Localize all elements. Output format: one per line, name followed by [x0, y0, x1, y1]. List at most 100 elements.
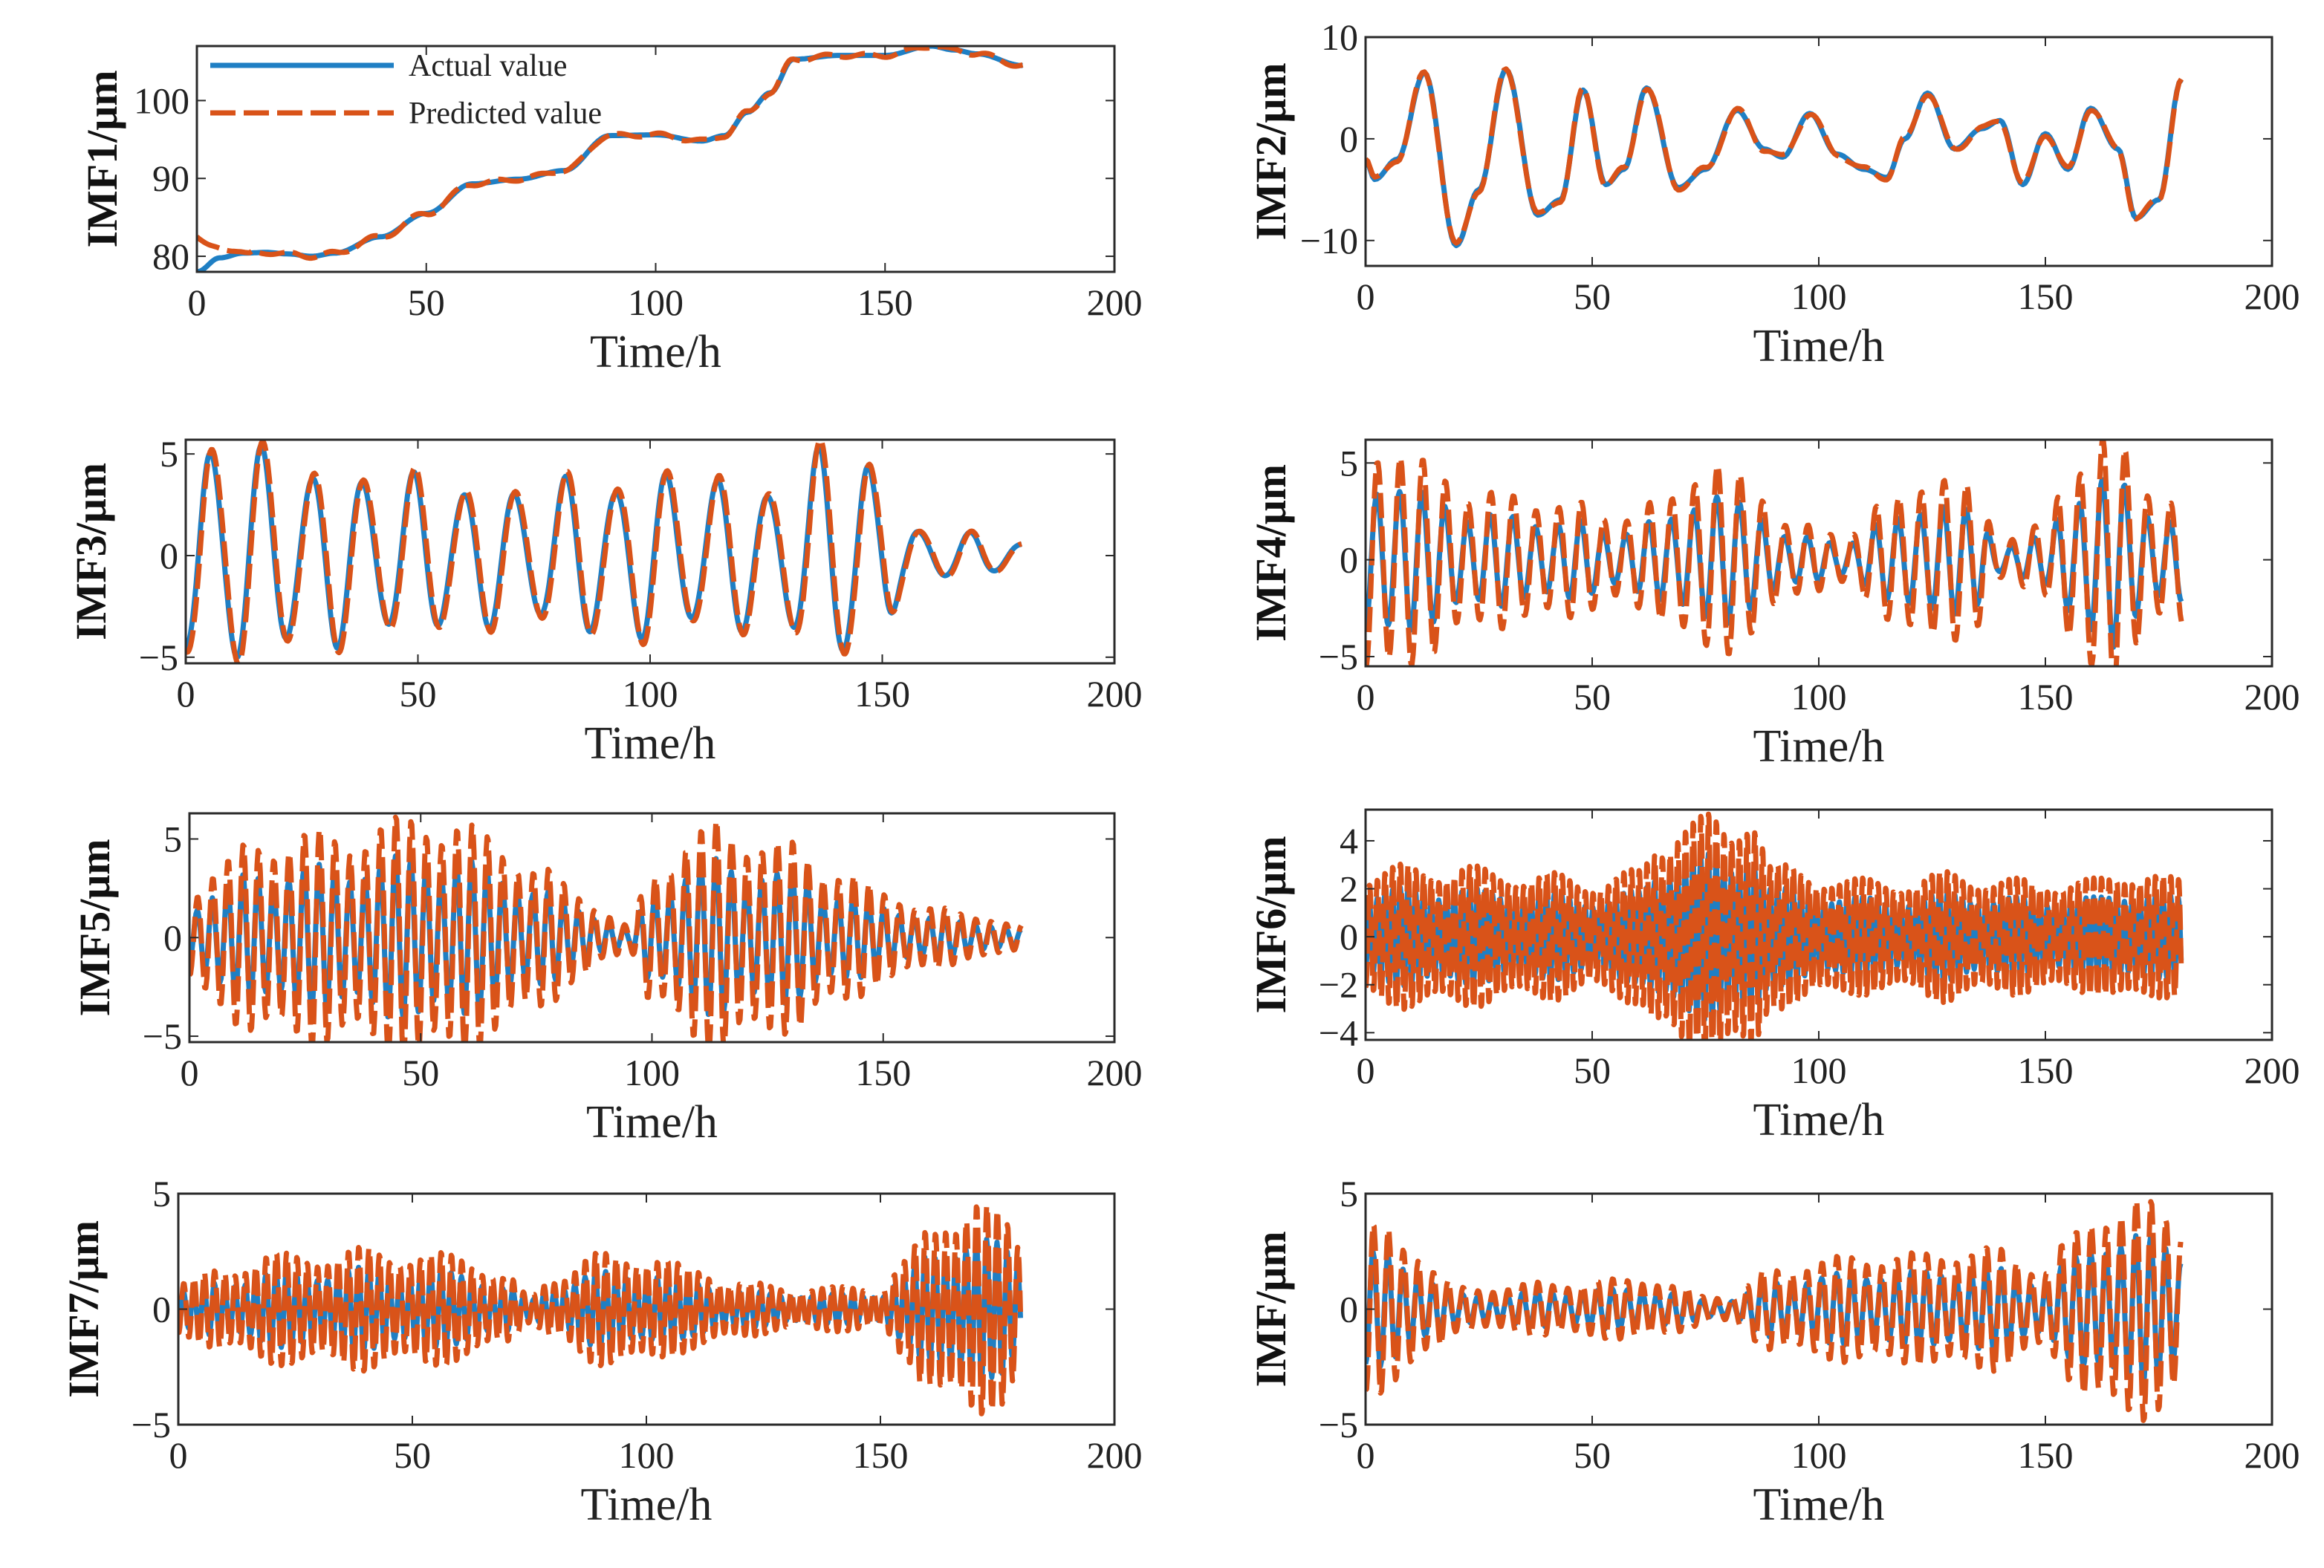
panel-imf-6: 0 50 100 150 200 −4 −2 0 2 4 Time/h IMF6/μm: [1247, 808, 2300, 1145]
actual-series-line: [197, 46, 1023, 272]
x-tick-label: 0: [188, 282, 207, 323]
x-tick-label: 100: [628, 282, 684, 323]
x-tick-label: 150: [2018, 276, 2074, 317]
x-tick-label: 100: [1791, 276, 1847, 317]
y-tick-label: 0: [1340, 539, 1358, 581]
predicted-series-line: [178, 1203, 1023, 1416]
y-tick-label: 4: [1340, 820, 1358, 862]
x-tick-label: 150: [857, 282, 913, 323]
x-tick-label: 0: [181, 1052, 199, 1093]
predicted-series-line: [197, 46, 1024, 261]
x-tick-label: 100: [1791, 1434, 1847, 1476]
x-tick-label: 150: [2018, 1050, 2074, 1091]
y-tick-label: −5: [1319, 636, 1358, 677]
x-tick-label: 100: [619, 1434, 675, 1476]
predicted-series-line: [186, 440, 1023, 663]
y-axis-label: IMF/μm: [1247, 1231, 1295, 1387]
y-tick-label: −5: [132, 1404, 171, 1445]
y-tick-label: 80: [152, 235, 189, 277]
y-tick-label: 0: [160, 535, 178, 576]
x-axis-label: Time/h: [1753, 721, 1885, 772]
y-tick-label: 0: [1340, 118, 1358, 160]
y-tick-label: 0: [1340, 916, 1358, 957]
y-tick-label: −2: [1319, 964, 1358, 1006]
predicted-series-line: [1366, 440, 2184, 666]
y-tick-label: 100: [134, 79, 189, 121]
y-tick-label: −4: [1319, 1012, 1358, 1053]
x-tick-label: 100: [624, 1052, 680, 1093]
x-axis-label: Time/h: [590, 327, 721, 377]
y-tick-label: −5: [143, 1015, 182, 1057]
legend-predicted-label: Predicted value: [409, 97, 602, 131]
legend: Actual value Predicted value: [210, 49, 602, 131]
x-axis-label: Time/h: [1753, 1480, 1885, 1530]
actual-series-line: [1366, 477, 2184, 650]
y-tick-label: 5: [160, 433, 178, 475]
y-tick-label: 5: [1340, 442, 1358, 484]
y-axis-label: IMF7/μm: [59, 1220, 108, 1398]
x-tick-label: 100: [623, 673, 678, 715]
x-tick-label: 50: [408, 282, 445, 323]
y-tick-label: 0: [152, 1289, 171, 1330]
y-tick-label: 5: [152, 1173, 171, 1214]
x-tick-label: 0: [1357, 676, 1375, 718]
x-tick-label: 200: [1087, 1434, 1143, 1476]
y-tick-label: −5: [1319, 1404, 1358, 1445]
plot-frame: [195, 45, 1116, 273]
y-tick-label: 90: [152, 157, 189, 199]
predicted-series-line: [1366, 811, 2184, 1040]
panel-imf-2: 0 50 100 150 200 −10 0 10 Time/h IMF2/μm: [1247, 16, 2300, 371]
y-tick-label: 2: [1340, 868, 1358, 910]
x-tick-label: 0: [177, 673, 195, 715]
x-tick-label: 0: [169, 1434, 188, 1476]
x-tick-label: 50: [1574, 276, 1611, 317]
x-tick-label: 200: [2245, 276, 2300, 317]
y-tick-label: 10: [1321, 16, 1358, 58]
y-tick-label: 5: [1340, 1173, 1358, 1214]
legend-actual-label: Actual value: [409, 49, 567, 83]
y-axis-label: IMF2/μm: [1247, 62, 1295, 240]
x-axis-label: Time/h: [585, 718, 716, 769]
x-tick-label: 50: [1574, 1050, 1611, 1091]
x-tick-label: 100: [1791, 1050, 1847, 1091]
x-tick-label: 200: [1087, 1052, 1143, 1093]
x-tick-label: 50: [400, 673, 437, 715]
x-tick-label: 50: [1574, 1434, 1611, 1476]
x-axis-label: Time/h: [581, 1480, 713, 1530]
x-tick-label: 200: [1087, 282, 1143, 323]
y-tick-label: 0: [1340, 1289, 1358, 1330]
x-tick-label: 0: [1357, 1050, 1375, 1091]
x-tick-label: 0: [1357, 276, 1375, 317]
x-tick-label: 200: [2245, 1050, 2300, 1091]
x-axis-label: Time/h: [1753, 1095, 1885, 1145]
predicted-series-line: [1366, 1198, 2184, 1423]
y-axis-label: IMF3/μm: [67, 463, 115, 640]
x-tick-label: 150: [2018, 676, 2074, 718]
predicted-series-line: [189, 814, 1024, 1042]
y-axis-label: IMF6/μm: [1247, 836, 1295, 1013]
x-tick-label: 200: [2245, 676, 2300, 718]
x-tick-label: 150: [2018, 1434, 2074, 1476]
y-tick-label: 5: [163, 819, 182, 860]
x-tick-label: 100: [1791, 676, 1847, 718]
x-tick-label: 150: [854, 673, 910, 715]
x-tick-label: 50: [1574, 676, 1611, 718]
y-tick-label: −10: [1300, 220, 1358, 261]
y-tick-label: −5: [139, 637, 178, 678]
x-tick-label: 200: [2245, 1434, 2300, 1476]
x-tick-label: 50: [394, 1434, 431, 1476]
y-axis-label: IMF5/μm: [71, 839, 119, 1016]
x-tick-label: 150: [855, 1052, 911, 1093]
x-tick-label: 150: [853, 1434, 909, 1476]
x-tick-label: 0: [1357, 1434, 1375, 1476]
y-axis-label: IMF1/μm: [78, 70, 126, 247]
x-tick-label: 50: [402, 1052, 439, 1093]
x-axis-label: Time/h: [1753, 321, 1885, 371]
